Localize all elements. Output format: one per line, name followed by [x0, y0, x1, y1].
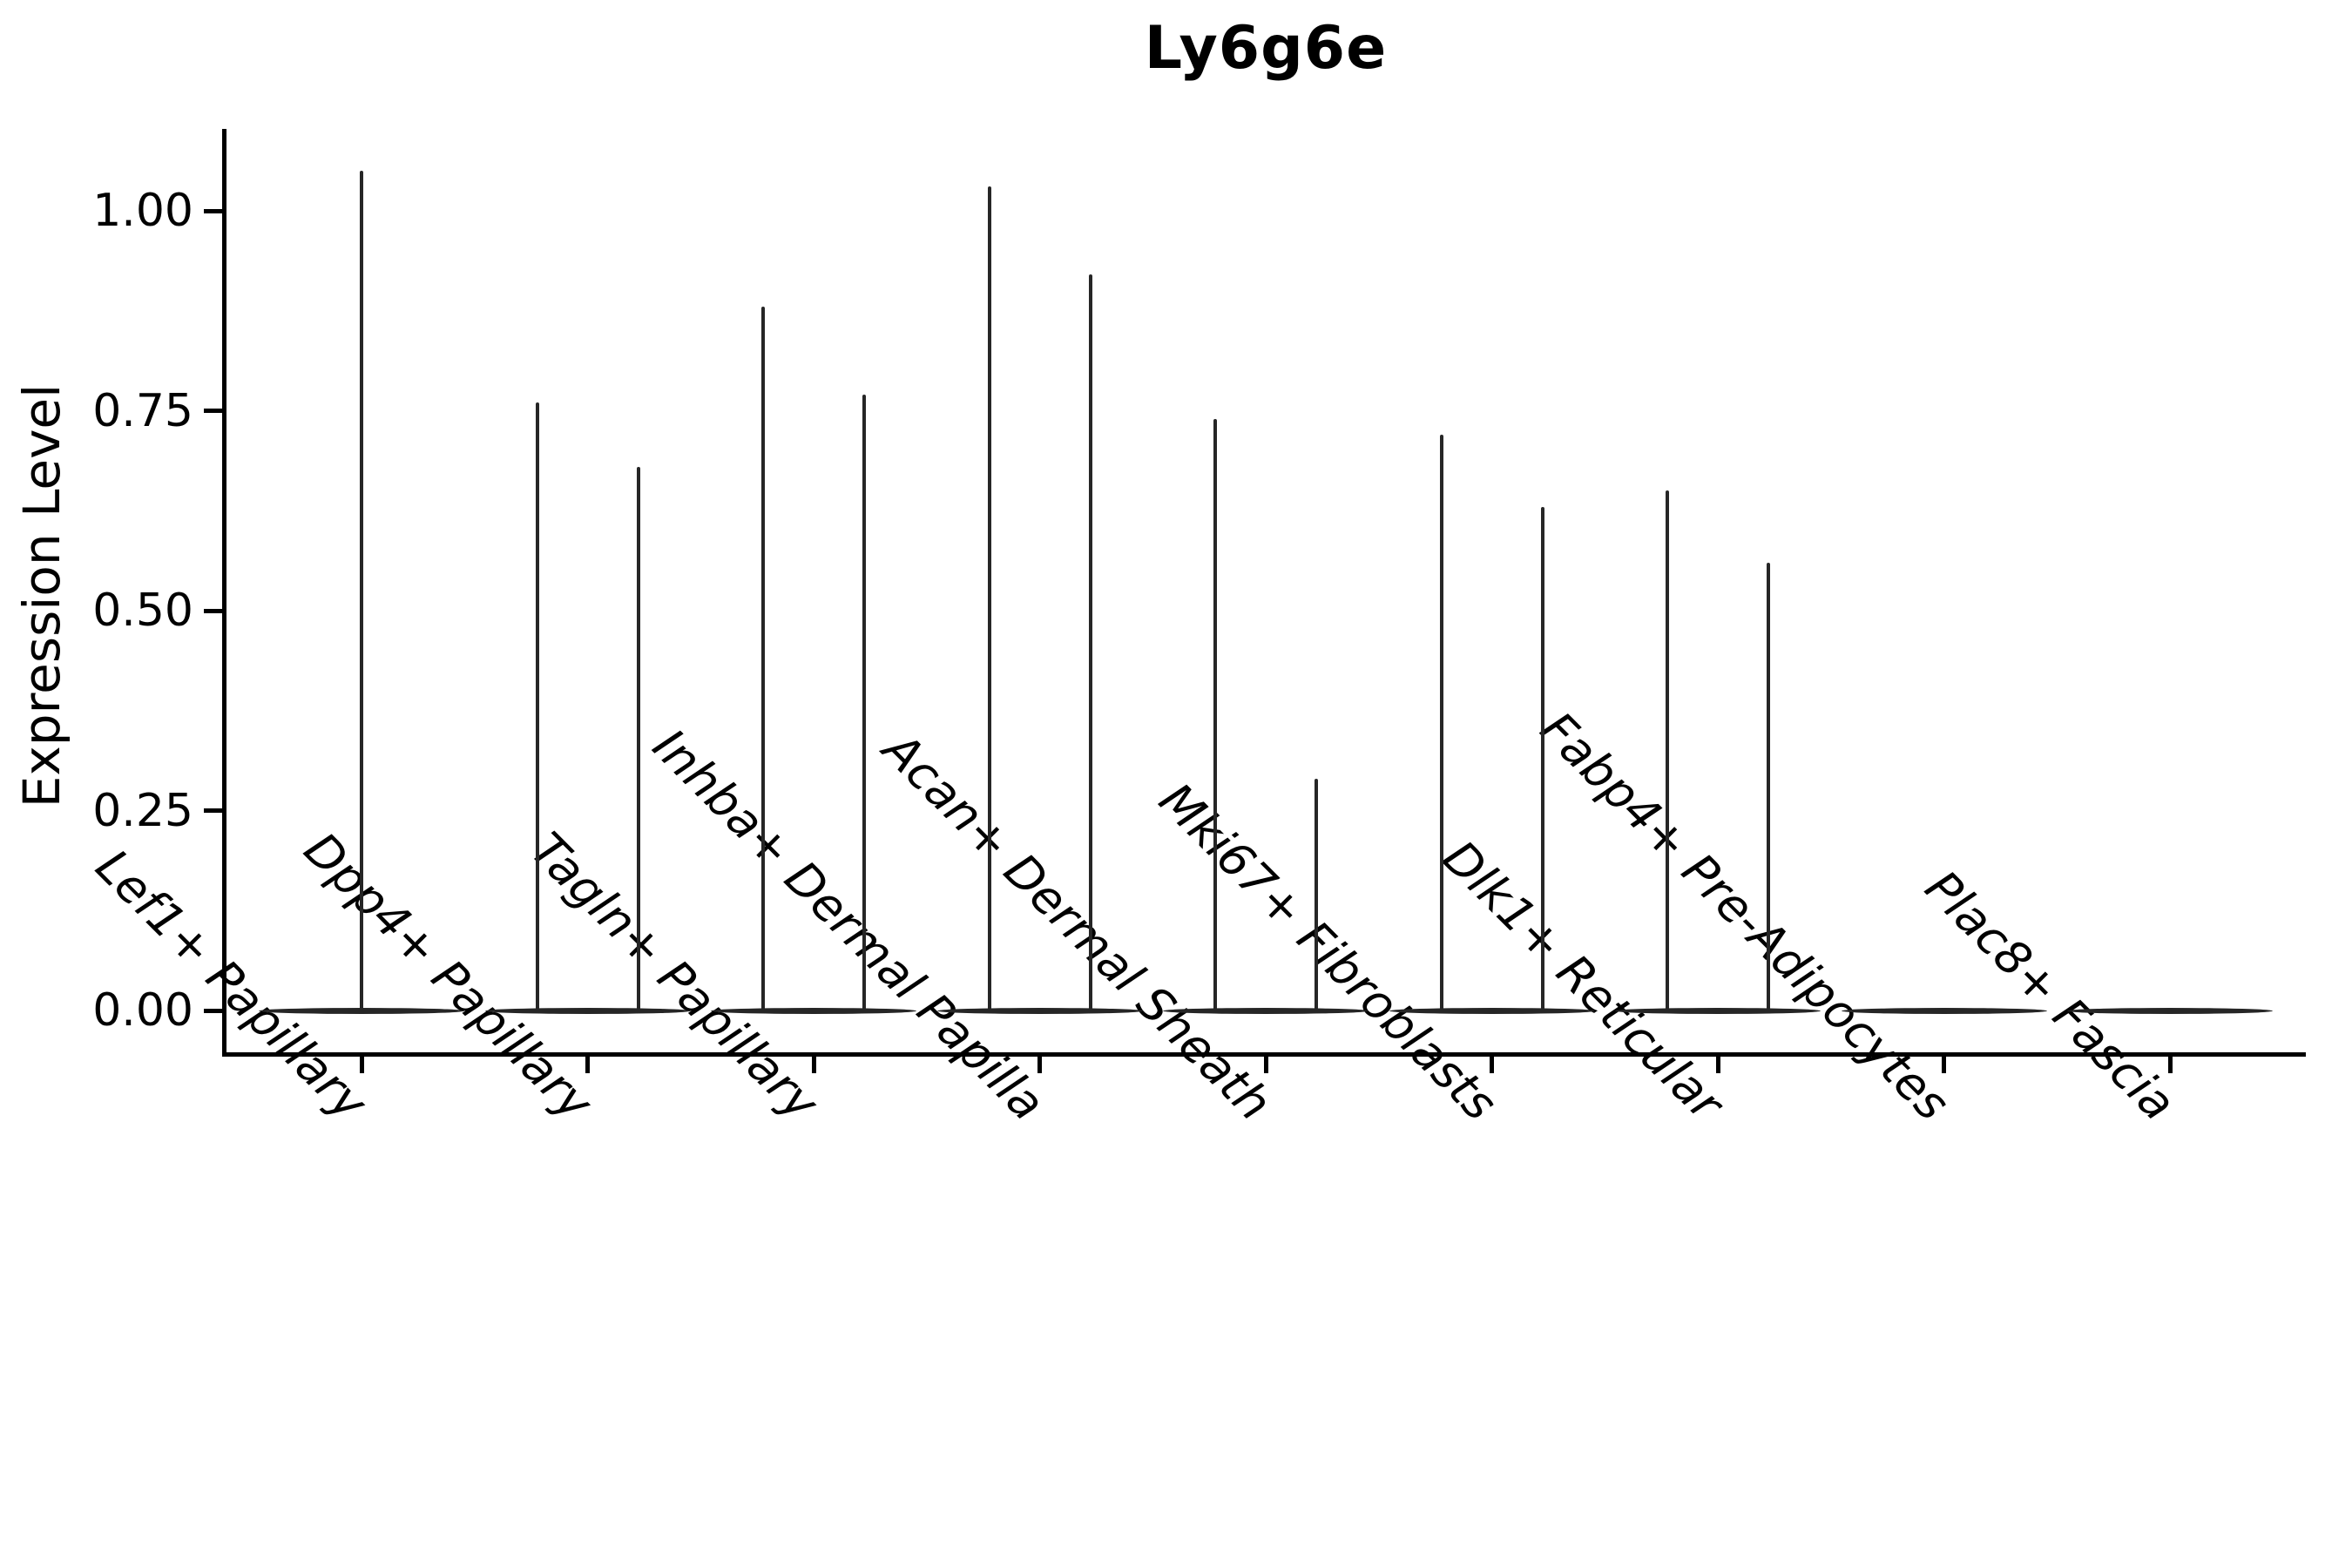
y-tick — [204, 808, 225, 813]
violin-spike — [1767, 562, 1770, 1010]
violin-base — [1389, 1007, 1595, 1014]
violin-spike — [987, 186, 991, 1010]
violin-spike — [636, 466, 640, 1010]
y-tick — [204, 208, 225, 213]
violin-spike — [1088, 274, 1092, 1010]
violin-spike — [862, 395, 866, 1010]
y-tick-label: 0.75 — [92, 384, 193, 437]
violin-spike — [360, 171, 363, 1010]
x-tick — [1715, 1052, 1720, 1073]
y-tick — [204, 608, 225, 613]
violin-spike — [1439, 435, 1443, 1010]
violin-spike — [1540, 506, 1544, 1010]
x-tick — [1263, 1052, 1268, 1073]
violin-spike — [1315, 778, 1318, 1010]
x-tick — [1037, 1052, 1042, 1073]
y-tick-label: 1.00 — [92, 185, 193, 237]
violin-base — [936, 1007, 1143, 1014]
x-tick — [2167, 1052, 2173, 1073]
x-tick — [1490, 1052, 1494, 1073]
y-axis-line — [222, 129, 226, 1057]
violin-base — [2067, 1007, 2273, 1014]
x-tick — [359, 1052, 364, 1073]
y-tick-label: 0.50 — [92, 585, 193, 637]
y-tick — [204, 1008, 225, 1013]
violin-spike — [1666, 490, 1669, 1010]
x-tick-label: Inhba+ Dermal Papilla — [642, 718, 1056, 1132]
y-tick-label: 0.00 — [92, 984, 193, 1037]
violin-spike — [1213, 418, 1217, 1010]
violin-base — [484, 1007, 691, 1014]
x-tick-label: Acan+ Dermal Sheath — [872, 721, 1282, 1132]
y-tick-label: 0.25 — [92, 784, 193, 837]
x-tick — [811, 1052, 816, 1073]
violin-base — [1615, 1007, 1821, 1014]
violin-base — [1841, 1007, 2047, 1014]
violin-base — [1163, 1007, 1369, 1014]
x-tick — [1942, 1052, 1946, 1073]
violin-base — [259, 1007, 464, 1014]
violin-base — [711, 1007, 916, 1014]
x-tick — [585, 1052, 590, 1073]
y-tick — [204, 409, 225, 413]
x-tick-label: Fabp4+ Pre-Adipocytes — [1530, 701, 1960, 1132]
violin-spike — [761, 307, 765, 1010]
violin-spike — [535, 402, 539, 1010]
chart-title: Ly6g6e — [1144, 14, 1388, 83]
